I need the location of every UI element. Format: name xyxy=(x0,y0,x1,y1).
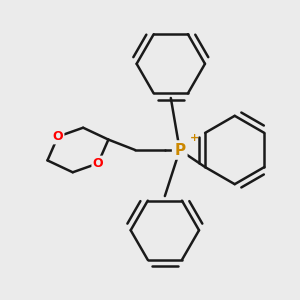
Text: P: P xyxy=(174,142,185,158)
Text: O: O xyxy=(93,157,103,170)
Text: +: + xyxy=(190,133,199,142)
Text: O: O xyxy=(52,130,63,143)
